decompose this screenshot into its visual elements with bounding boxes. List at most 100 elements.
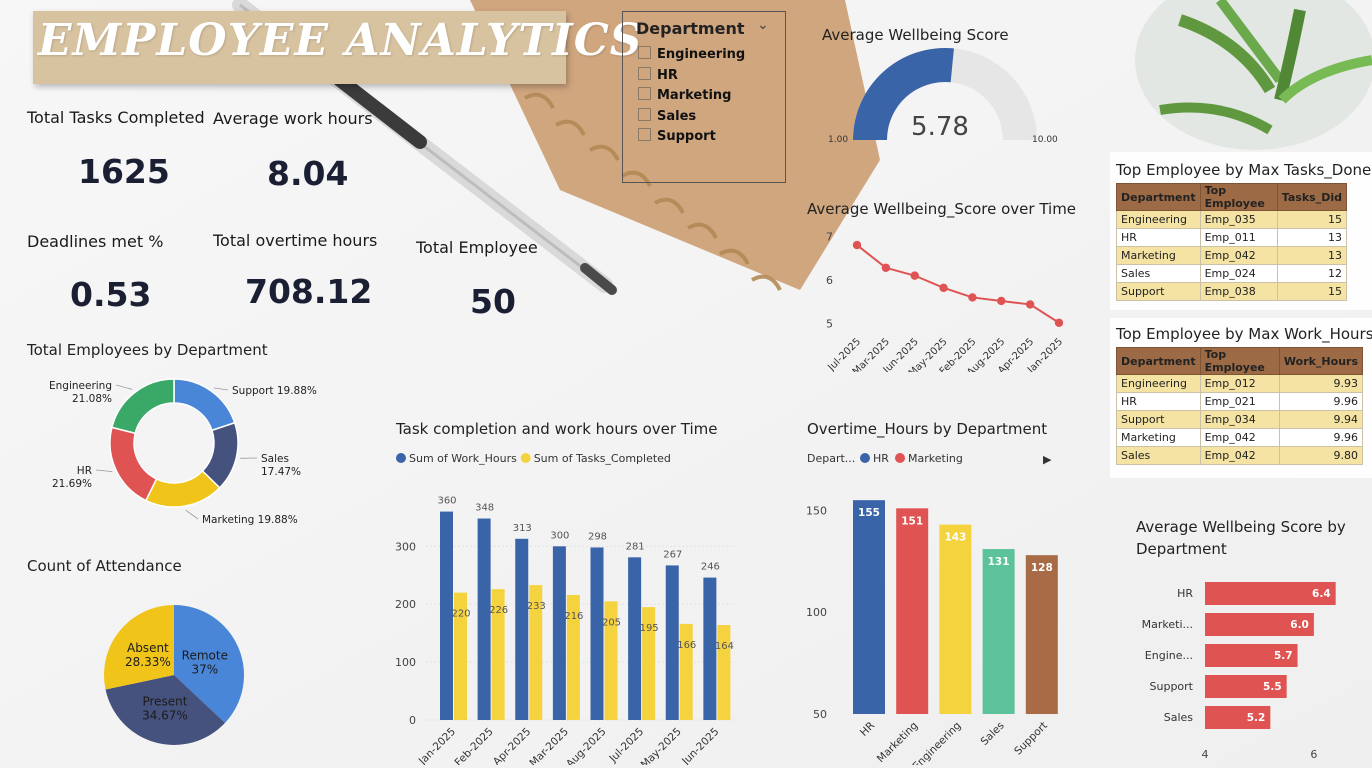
- slicer-item-marketing[interactable]: Marketing: [638, 87, 731, 103]
- column-header[interactable]: Tasks_Did: [1276, 183, 1348, 211]
- column-header[interactable]: Department: [1116, 183, 1201, 211]
- attendance-title: Count of Attendance: [27, 557, 182, 575]
- pie-slice[interactable]: [174, 605, 244, 723]
- bar[interactable]: [703, 577, 717, 720]
- bar[interactable]: [628, 557, 642, 720]
- gauge-title: Average Wellbeing Score: [822, 26, 1009, 44]
- bar[interactable]: [566, 594, 580, 720]
- table-cell: 9.80: [1278, 446, 1364, 465]
- kpi-avg-hours-value: 8.04: [267, 154, 349, 193]
- table-row[interactable]: Support Emp_038 15: [1116, 282, 1348, 301]
- bar[interactable]: [642, 607, 656, 720]
- pie-slice[interactable]: [105, 675, 226, 745]
- wellbeing-time-chart: 567Jul-2025Mar-2025Jun-2025May-2025Feb-2…: [826, 230, 1066, 372]
- data-point[interactable]: [881, 263, 891, 272]
- legend-marker: [396, 453, 406, 463]
- legend-label: Sum of Tasks_Completed: [534, 452, 671, 465]
- donut-label: Engineering 21.08%: [49, 380, 112, 405]
- table-row[interactable]: HR Emp_011 13: [1116, 228, 1348, 247]
- pie-slice[interactable]: [104, 605, 174, 690]
- donut-label: Support 19.88%: [232, 385, 317, 397]
- bar[interactable]: [665, 565, 679, 720]
- table-cell: Sales: [1116, 446, 1201, 465]
- x-tick-label: Marketing: [875, 720, 920, 765]
- column-header[interactable]: Work_Hours: [1278, 347, 1364, 375]
- column-header[interactable]: Top Employee: [1199, 183, 1278, 211]
- table-row[interactable]: Engineering Emp_035 15: [1116, 210, 1348, 229]
- chevron-down-icon[interactable]: ⌄: [757, 17, 769, 33]
- data-label: 348: [475, 503, 494, 514]
- checkbox-icon[interactable]: [638, 67, 651, 80]
- checkbox-icon[interactable]: [638, 128, 651, 141]
- slicer-item-sales[interactable]: Sales: [638, 108, 696, 124]
- bar[interactable]: [491, 589, 505, 720]
- bar[interactable]: [1205, 613, 1314, 636]
- bar[interactable]: [939, 524, 972, 714]
- checkbox-icon[interactable]: [638, 108, 651, 121]
- table-row[interactable]: Sales Emp_042 9.80: [1116, 446, 1364, 465]
- donut-label: HR 21.69%: [52, 465, 92, 490]
- column-header[interactable]: Department: [1116, 347, 1201, 375]
- bar[interactable]: [529, 585, 543, 720]
- bar[interactable]: [896, 508, 929, 714]
- table-cell: Engineering: [1116, 374, 1201, 393]
- table-row[interactable]: Marketing Emp_042 13: [1116, 246, 1348, 265]
- bar[interactable]: [1205, 644, 1298, 667]
- bar[interactable]: [717, 625, 731, 720]
- slicer-item-hr[interactable]: HR: [638, 67, 678, 83]
- data-point[interactable]: [852, 240, 862, 250]
- data-point[interactable]: [997, 296, 1006, 306]
- donut-slice[interactable]: [144, 469, 221, 508]
- data-label: 298: [588, 531, 607, 542]
- data-label: 216: [564, 611, 583, 622]
- bar[interactable]: [1205, 675, 1287, 698]
- legend-next-icon[interactable]: ▶: [1043, 453, 1052, 466]
- checkbox-icon[interactable]: [638, 87, 651, 100]
- column-header[interactable]: Top Employee: [1199, 347, 1280, 375]
- bar[interactable]: [477, 518, 491, 720]
- table-row[interactable]: Engineering Emp_012 9.93: [1116, 374, 1364, 393]
- bar[interactable]: [552, 546, 566, 720]
- bar[interactable]: [604, 601, 618, 720]
- pie-label: Remote 37%: [182, 649, 228, 677]
- bar[interactable]: [590, 547, 604, 720]
- data-point[interactable]: [1025, 300, 1035, 309]
- table-cell: 9.93: [1278, 374, 1364, 393]
- gauge-min: 1.00: [828, 135, 848, 145]
- bar[interactable]: [982, 549, 1015, 714]
- data-point[interactable]: [1054, 318, 1064, 327]
- series-line: [856, 244, 1060, 324]
- slicer-item-support[interactable]: Support: [638, 128, 716, 144]
- bar[interactable]: [515, 538, 529, 720]
- legend-label: Marketing: [908, 452, 963, 465]
- data-point[interactable]: [910, 271, 919, 280]
- slicer-item-engineering[interactable]: Engineering: [638, 46, 745, 62]
- donut-slice[interactable]: [109, 426, 158, 502]
- bar[interactable]: [1205, 582, 1336, 605]
- table-row[interactable]: Sales Emp_024 12: [1116, 264, 1348, 283]
- legend-label: Sum of Work_Hours: [409, 452, 517, 465]
- bar[interactable]: [454, 592, 467, 720]
- bar[interactable]: [1025, 555, 1058, 714]
- donut-slice[interactable]: [173, 378, 236, 432]
- donut-slice[interactable]: [111, 378, 175, 435]
- table-row[interactable]: Support Emp_034 9.94: [1116, 410, 1364, 429]
- kpi-overtime-value: 708.12: [245, 272, 373, 311]
- bar[interactable]: [679, 623, 693, 720]
- data-label: 151: [901, 515, 923, 527]
- data-point[interactable]: [939, 283, 948, 293]
- table-row[interactable]: Marketing Emp_042 9.96: [1116, 428, 1364, 447]
- data-point[interactable]: [968, 293, 977, 302]
- table-cell: Marketing: [1116, 428, 1201, 447]
- table-cell: Emp_042: [1199, 246, 1278, 265]
- top-hours-title: Top Employee by Max Work_Hours: [1116, 325, 1372, 343]
- table-cell: Emp_024: [1199, 264, 1278, 283]
- kpi-deadlines-value: 0.53: [70, 275, 152, 314]
- checkbox-icon[interactable]: [638, 46, 651, 59]
- bar[interactable]: [853, 500, 885, 714]
- table-row[interactable]: HR Emp_021 9.96: [1116, 392, 1364, 411]
- bar[interactable]: [440, 511, 453, 720]
- bar[interactable]: [1205, 706, 1271, 729]
- table-cell: 13: [1276, 228, 1348, 247]
- table-cell: 9.96: [1278, 392, 1364, 411]
